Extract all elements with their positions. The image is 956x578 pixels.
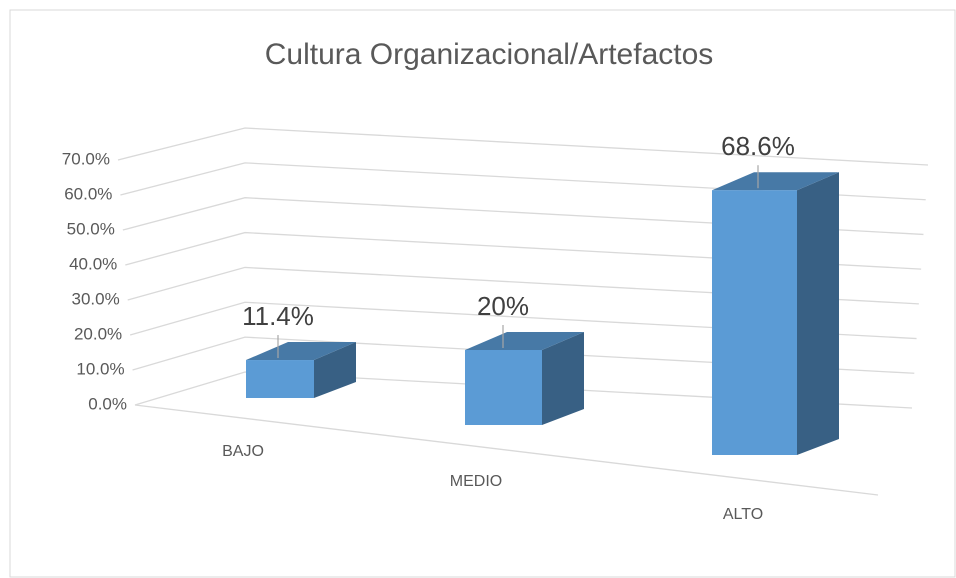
value-label: 68.6% <box>721 131 795 161</box>
bar-side <box>314 342 356 398</box>
y-tick-label: 0.0% <box>88 394 127 413</box>
x-tick-label: MEDIO <box>450 473 502 490</box>
y-tick-label: 40.0% <box>69 254 117 273</box>
value-label: 20% <box>477 291 529 321</box>
y-tick-label: 70.0% <box>62 149 110 168</box>
bar-top <box>246 342 356 361</box>
chart-title: Cultura Organizacional/Artefactos <box>265 38 714 71</box>
bar-side <box>542 332 584 425</box>
y-tick-label: 50.0% <box>67 219 115 238</box>
value-label: 11.4% <box>242 301 314 331</box>
y-tick-label: 20.0% <box>74 324 122 343</box>
bar-top <box>712 172 839 191</box>
grid-line <box>127 266 919 305</box>
x-tick-label: BAJO <box>222 443 264 460</box>
grid-line <box>129 301 917 340</box>
grid-line <box>122 197 924 236</box>
bar <box>246 360 314 398</box>
grid-line <box>117 127 929 166</box>
bar-top <box>465 332 584 350</box>
floor-edge <box>134 404 879 496</box>
x-tick-label: ALTO <box>723 506 763 523</box>
grid-line <box>125 231 922 270</box>
y-tick-label: 30.0% <box>72 289 120 308</box>
grid-line <box>134 371 913 409</box>
y-tick-label: 10.0% <box>76 359 124 378</box>
bar <box>465 350 542 425</box>
bar-side <box>797 172 839 456</box>
bar <box>712 190 797 456</box>
y-tick-label: 60.0% <box>64 184 112 203</box>
grid-line <box>120 162 926 201</box>
grid-line <box>132 336 915 374</box>
